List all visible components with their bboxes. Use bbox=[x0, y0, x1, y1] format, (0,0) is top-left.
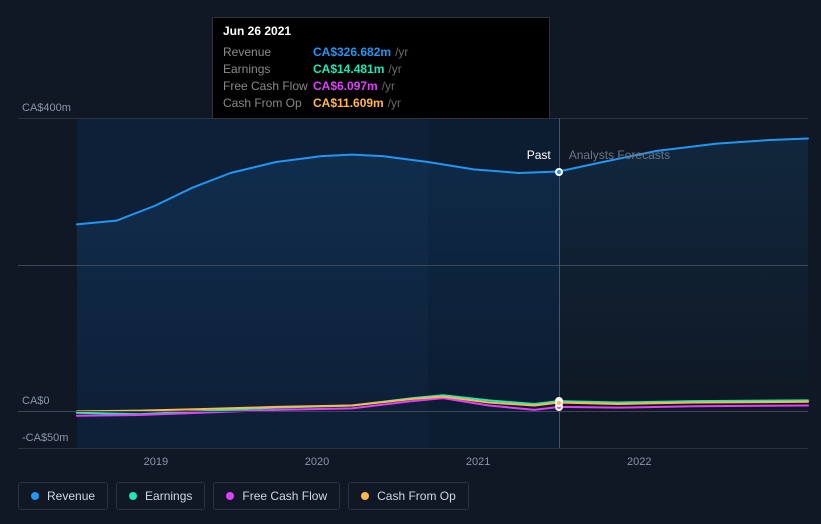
tooltip-metric-value: CA$14.481m bbox=[313, 62, 384, 76]
legend-item[interactable]: Earnings bbox=[116, 482, 205, 510]
x-axis-label: 2019 bbox=[144, 456, 168, 468]
chart-legend: Revenue Earnings Free Cash Flow Cash From O… bbox=[18, 482, 469, 510]
series-marker bbox=[555, 399, 563, 407]
tooltip-date: Jun 26 2021 bbox=[223, 24, 539, 42]
chart-lines bbox=[18, 118, 808, 448]
tooltip-unit: /yr bbox=[388, 62, 401, 76]
tooltip-metric-label: Free Cash Flow bbox=[223, 79, 313, 93]
tooltip-metric-label: Revenue bbox=[223, 45, 313, 59]
legend-item[interactable]: Free Cash Flow bbox=[213, 482, 340, 510]
legend-swatch bbox=[31, 492, 39, 500]
tooltip-metric-label: Cash From Op bbox=[223, 96, 313, 110]
x-axis-label: 2022 bbox=[627, 456, 651, 468]
tooltip-unit: /yr bbox=[382, 79, 395, 93]
tooltip-unit: /yr bbox=[388, 96, 401, 110]
legend-item[interactable]: Revenue bbox=[18, 482, 108, 510]
hover-tooltip: Jun 26 2021 RevenueCA$326.682m/yrEarning… bbox=[212, 17, 550, 119]
tooltip-metric-value: CA$11.609m bbox=[313, 96, 384, 110]
legend-swatch bbox=[226, 492, 234, 500]
legend-label: Cash From Op bbox=[377, 489, 456, 503]
legend-label: Revenue bbox=[47, 489, 95, 503]
legend-item[interactable]: Cash From Op bbox=[348, 482, 469, 510]
tooltip-row: Cash From OpCA$11.609m/yr bbox=[223, 93, 539, 110]
tooltip-row: EarningsCA$14.481m/yr bbox=[223, 59, 539, 76]
y-axis-label: CA$400m bbox=[22, 102, 71, 114]
legend-label: Earnings bbox=[145, 489, 192, 503]
tooltip-metric-label: Earnings bbox=[223, 62, 313, 76]
legend-swatch bbox=[129, 492, 137, 500]
past-label: Past bbox=[527, 148, 551, 162]
earnings-revenue-chart: CA$400mCA$0-CA$50m2019202020212022PastAn… bbox=[18, 118, 808, 448]
gridline bbox=[18, 411, 808, 412]
gridline bbox=[18, 448, 808, 449]
forecast-label: Analysts Forecasts bbox=[569, 148, 670, 162]
series-marker bbox=[555, 168, 563, 176]
y-axis-label: CA$0 bbox=[22, 395, 50, 407]
x-axis-label: 2021 bbox=[466, 456, 490, 468]
tooltip-metric-value: CA$6.097m bbox=[313, 79, 378, 93]
tooltip-row: Free Cash FlowCA$6.097m/yr bbox=[223, 76, 539, 93]
legend-label: Free Cash Flow bbox=[242, 489, 327, 503]
gridline bbox=[18, 265, 808, 266]
tooltip-metric-value: CA$326.682m bbox=[313, 45, 391, 59]
legend-swatch bbox=[361, 492, 369, 500]
y-axis-label: -CA$50m bbox=[22, 432, 68, 444]
tooltip-row: RevenueCA$326.682m/yr bbox=[223, 42, 539, 59]
x-axis-label: 2020 bbox=[305, 456, 329, 468]
tooltip-unit: /yr bbox=[395, 45, 408, 59]
